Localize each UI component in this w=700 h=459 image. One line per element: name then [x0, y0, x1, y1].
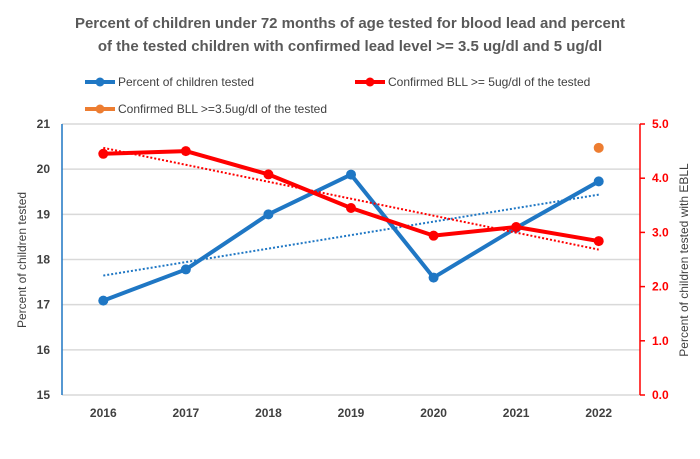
legend-marker-2: [95, 104, 105, 114]
legend-marker-1: [365, 77, 375, 87]
y-left-tick-label: 16: [37, 343, 51, 357]
y-axis-left-label: Percent of children tested: [15, 192, 29, 328]
y-right-tick-label: 4.0: [652, 171, 669, 185]
y-left-tick-label: 19: [37, 207, 51, 221]
legend-marker-0: [95, 77, 105, 87]
data-point-series-1: [593, 236, 604, 247]
y-left-tick-label: 21: [37, 117, 51, 131]
y-left-tick-label: 20: [37, 162, 51, 176]
x-tick-label: 2022: [585, 406, 612, 420]
x-tick-label: 2019: [338, 406, 365, 420]
data-point-series-1: [346, 203, 356, 214]
data-point-series-0: [593, 176, 604, 187]
y-right-tick-label: 3.0: [652, 225, 669, 239]
y-right-tick-label: 5.0: [652, 117, 669, 131]
chart-title-line-1: Percent of children under 72 months of a…: [75, 15, 625, 32]
y-left-tick-label: 15: [37, 388, 51, 402]
x-tick-label: 2020: [420, 406, 447, 420]
series-line-1: [103, 149, 600, 244]
y-axis-right-label: Percent of children tested with EBLL: [677, 163, 691, 357]
legend-label-1: Confirmed BLL >= 5ug/dl of the tested: [388, 75, 590, 89]
x-tick-label: 2021: [503, 406, 530, 420]
data-point-series-1: [180, 146, 191, 157]
data-point-series-1: [98, 148, 109, 159]
y-left-tick-label: 17: [37, 298, 51, 312]
trendline-series-1: [103, 146, 599, 251]
series-line-0: [102, 172, 600, 303]
data-point-series-0: [263, 209, 274, 220]
data-point-series-0: [98, 295, 109, 306]
legend-label-2: Confirmed BLL >=3.5ug/dl of the tested: [118, 102, 327, 116]
x-tick-label: 2016: [90, 406, 117, 420]
legend-label-0: Percent of children tested: [118, 75, 254, 89]
data-point-series-1: [263, 169, 274, 180]
x-tick-label: 2018: [255, 406, 282, 420]
data-point-series-0: [346, 169, 356, 180]
data-point-series-2: [593, 142, 604, 153]
y-right-tick-label: 2.0: [652, 280, 669, 294]
data-point-series-0: [180, 264, 191, 275]
y-right-tick-label: 1.0: [652, 334, 669, 348]
y-left-tick-label: 18: [37, 253, 51, 267]
data-point-series-0: [428, 272, 439, 283]
chart-title-line-2: of the tested children with confirmed le…: [98, 38, 602, 55]
x-tick-label: 2017: [173, 406, 200, 420]
data-point-series-1: [428, 230, 439, 241]
legend: Percent of children tested Confirmed BLL …: [85, 75, 590, 116]
y-right-tick-label: 0.0: [652, 388, 669, 402]
data-point-series-1: [511, 221, 522, 232]
